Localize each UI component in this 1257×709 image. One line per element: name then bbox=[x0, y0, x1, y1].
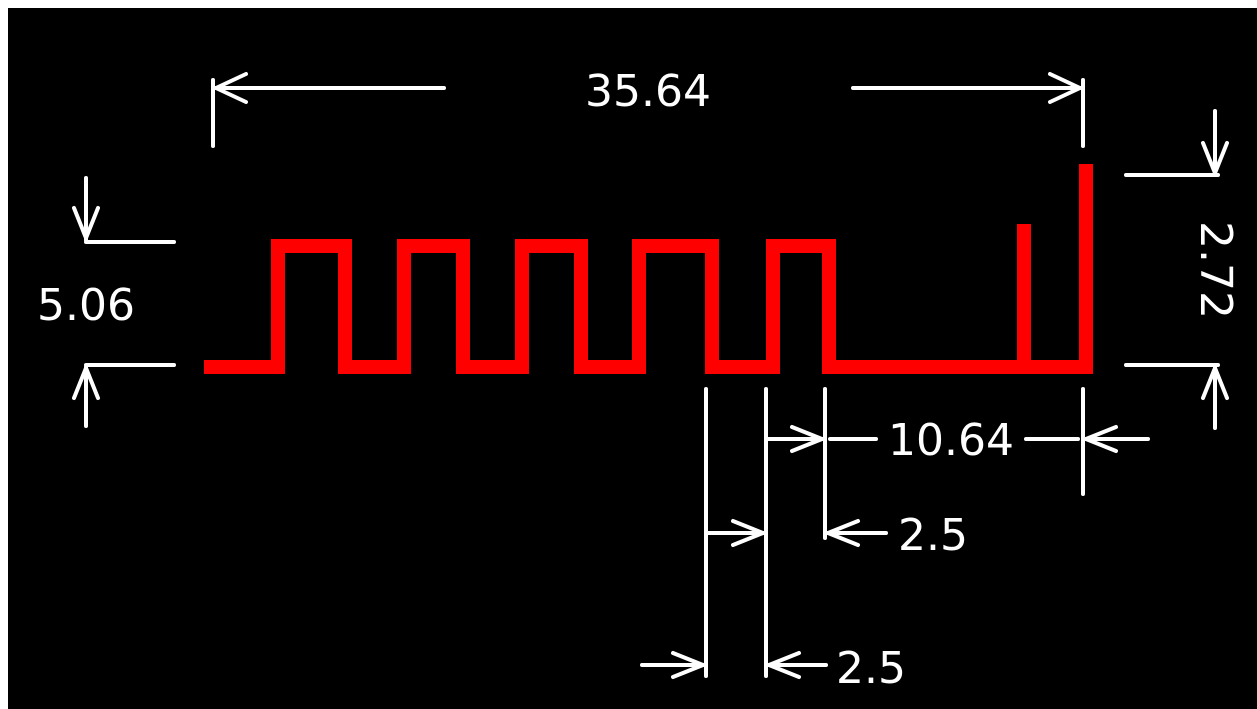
width-left-arrowhead bbox=[671, 651, 705, 679]
trace-width-label: 2.5 bbox=[836, 643, 906, 694]
right-height-label: 2.72 bbox=[1190, 221, 1241, 319]
tail-right-arrowhead bbox=[1084, 425, 1118, 453]
right-height-top-arrowhead bbox=[1201, 141, 1229, 175]
drawing-canvas: 35.64 5.06 2.72 10.64 2.5 2.5 bbox=[8, 8, 1257, 709]
overall-length-label: 35.64 bbox=[585, 66, 711, 117]
gap-label: 2.5 bbox=[898, 510, 968, 561]
overall-right-arrowhead bbox=[1048, 72, 1082, 104]
gap-right-arrowhead bbox=[826, 519, 860, 547]
meander-antenna-trace bbox=[204, 239, 1031, 374]
antenna-end-segment bbox=[1017, 164, 1093, 374]
width-right-arrowhead bbox=[767, 651, 801, 679]
tail-length-label: 10.64 bbox=[888, 415, 1014, 466]
gap-left-arrowhead bbox=[731, 519, 765, 547]
height-bottom-arrowhead bbox=[72, 366, 100, 400]
right-height-bottom-arrowhead bbox=[1201, 366, 1229, 400]
height-top-arrowhead bbox=[72, 206, 100, 240]
tail-left-arrowhead bbox=[790, 425, 824, 453]
antenna-drawing: 35.64 5.06 2.72 10.64 2.5 2.5 bbox=[37, 66, 1241, 694]
overall-left-arrowhead bbox=[214, 72, 248, 104]
height-label: 5.06 bbox=[37, 280, 135, 331]
